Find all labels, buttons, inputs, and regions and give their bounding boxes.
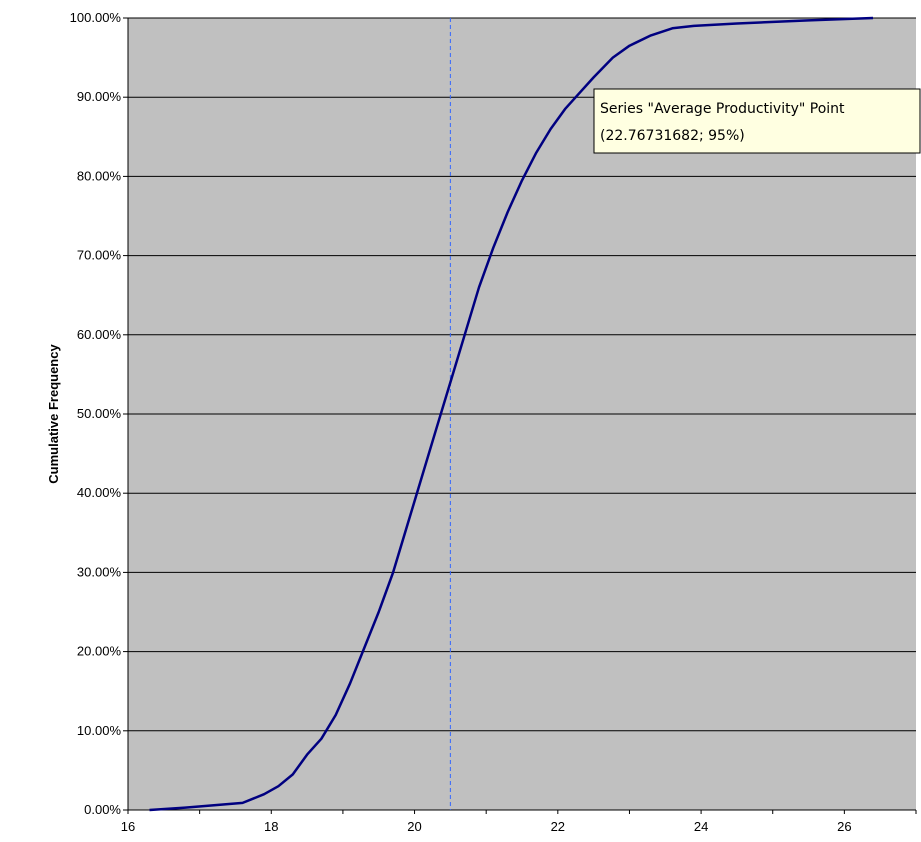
x-tick-label: 18: [264, 819, 278, 834]
y-tick-label: 40.00%: [77, 485, 122, 500]
y-tick-label: 60.00%: [77, 327, 122, 342]
tooltip-box: [593, 88, 921, 154]
tooltip-line-1: Series "Average Productivity" Point: [600, 101, 845, 117]
y-tick-label: 70.00%: [77, 248, 122, 263]
y-tick-label: 0.00%: [84, 802, 121, 817]
x-tick-label: 22: [551, 819, 565, 834]
y-tick-label: 100.00%: [70, 10, 122, 25]
series-line-average-productivity[interactable]: [149, 16, 874, 812]
y-tick-label: 90.00%: [77, 89, 122, 104]
y-tick-label: 30.00%: [77, 564, 122, 579]
y-axis-label: Cumulative Frequency: [46, 344, 61, 484]
x-tick-label: 24: [694, 819, 708, 834]
y-tick-label: 10.00%: [77, 723, 122, 738]
tooltip: Series "Average Productivity" Point (22.…: [593, 88, 921, 154]
y-tick-label: 20.00%: [77, 644, 122, 659]
y-tick-label: 50.00%: [77, 406, 122, 421]
tooltip-line-2: (22.76731682; 95%): [600, 128, 745, 144]
y-tick-label: 80.00%: [77, 168, 122, 183]
y-axis-ticks: 0.00% 10.00% 20.00% 30.00% 40.00% 50.00% 60.00…: [70, 10, 129, 817]
x-axis-ticks: 16 18 20 22 24 26: [121, 809, 917, 834]
x-tick-label: 20: [407, 819, 421, 834]
x-tick-label: 16: [121, 819, 135, 834]
x-tick-label: 26: [837, 819, 851, 834]
